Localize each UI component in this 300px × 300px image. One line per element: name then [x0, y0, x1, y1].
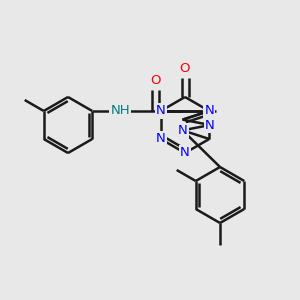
Text: N: N — [156, 133, 166, 146]
Text: O: O — [150, 74, 160, 88]
Text: N: N — [180, 146, 190, 160]
Text: N: N — [156, 104, 166, 118]
Text: N: N — [178, 124, 188, 137]
Text: NH: NH — [110, 104, 130, 118]
Text: N: N — [205, 118, 215, 131]
Text: N: N — [156, 104, 166, 118]
Text: N: N — [204, 104, 214, 118]
Text: O: O — [180, 62, 190, 76]
